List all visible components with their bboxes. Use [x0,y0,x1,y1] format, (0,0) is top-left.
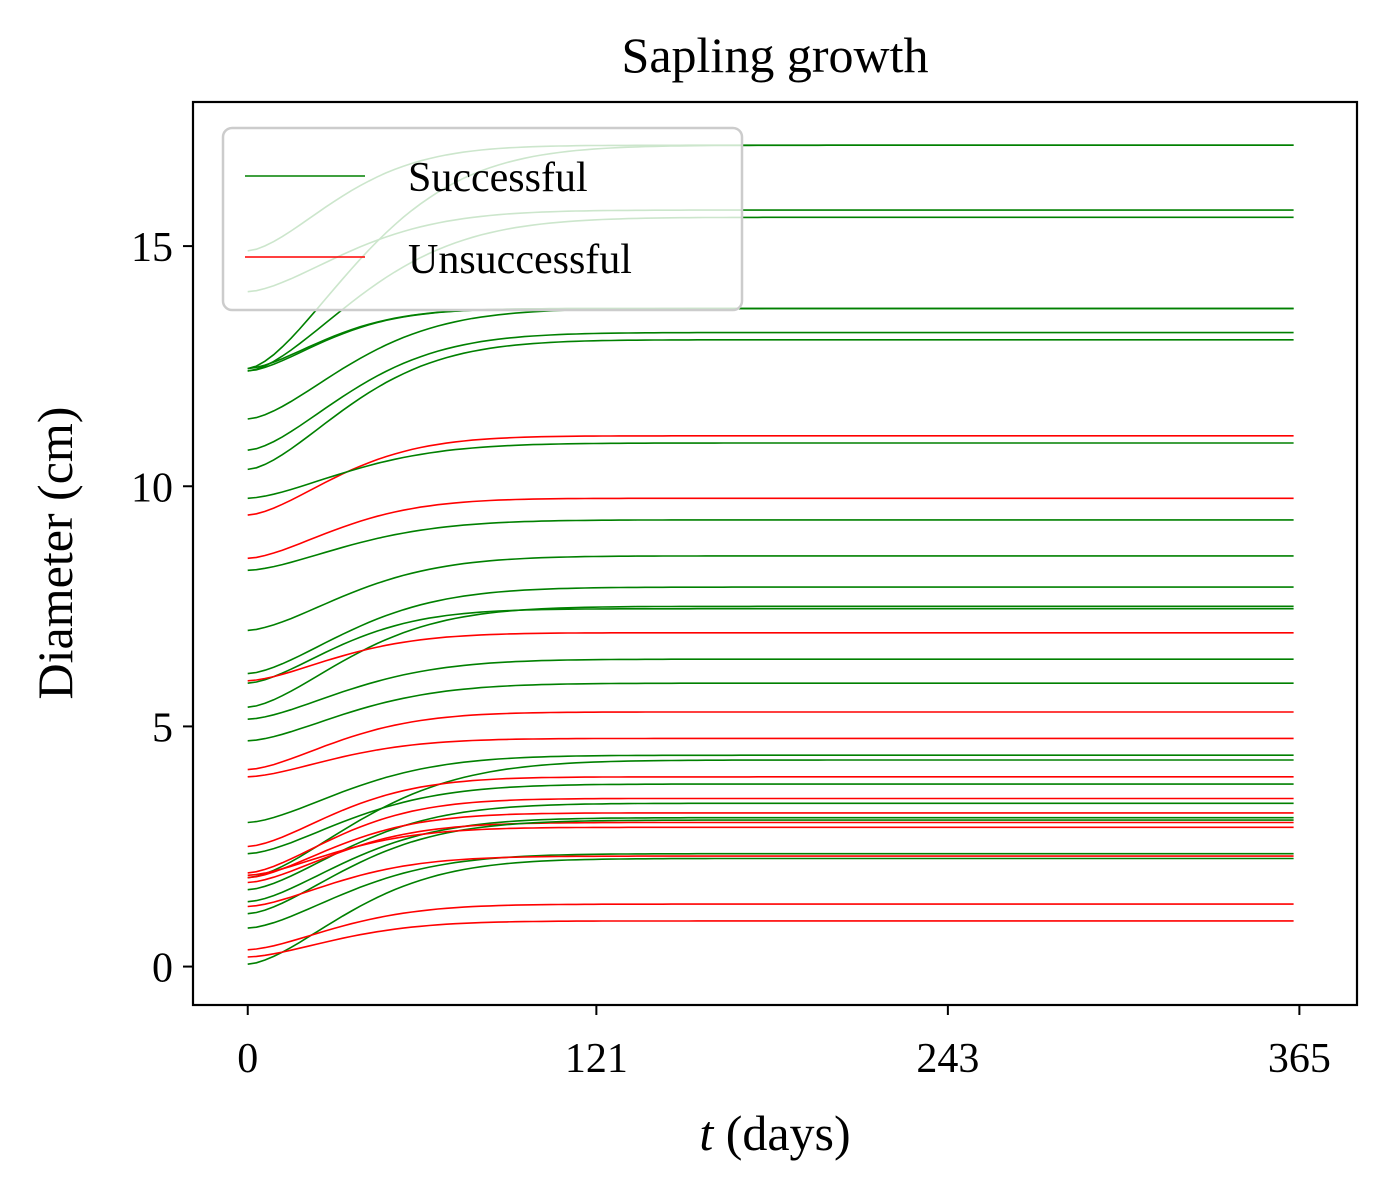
series-line-successful-17 [247,607,1294,684]
series-line-unsuccessful-29 [247,812,1294,879]
series-line-unsuccessful-38 [247,920,1294,958]
y-tick-label: 0 [152,946,173,992]
legend-label-unsuccessful: Unsuccessful [408,237,632,283]
series-line-unsuccessful-22 [247,737,1294,778]
y-tick-label: 15 [131,225,173,271]
y-tick-label: 10 [131,465,173,511]
series-line-successful-8 [247,331,1294,451]
x-tick-label: 121 [565,1036,628,1082]
series-line-unsuccessful-25 [247,776,1294,848]
x-axis-label: t (days) [699,1105,850,1161]
series-line-successful-23 [247,754,1294,824]
series-line-successful-14 [247,555,1294,632]
series-line-successful-9 [247,339,1294,471]
series-line-unsuccessful-31 [247,821,1294,884]
chart-title: Sapling growth [622,27,929,83]
series-line-successful-34 [247,852,1294,929]
series-line-unsuccessful-10 [247,435,1294,516]
series-line-unsuccessful-35 [247,855,1294,908]
series-line-unsuccessful-27 [247,797,1294,874]
series-line-successful-11 [247,442,1294,500]
legend-label-successful: Successful [408,155,588,201]
x-axis-label-unit: (days) [713,1105,850,1161]
series-line-unsuccessful-21 [247,711,1294,771]
x-tick-label: 0 [237,1036,258,1082]
series-line-successful-24 [247,759,1294,879]
series-line-successful-13 [247,519,1294,572]
series-line-unsuccessful-37 [247,903,1294,951]
x-tick-label: 243 [916,1036,979,1082]
legend-box [221,126,744,312]
series-line-successful-16 [247,605,1294,708]
series-line-successful-19 [247,658,1294,720]
series-line-successful-7 [247,307,1294,420]
plot-frame [191,100,1359,1007]
legend: Successful Unsuccessful [221,126,744,312]
x-tick-label: 365 [1268,1036,1331,1082]
y-axis-label: Diameter (cm) [27,407,83,700]
series-line-successful-26 [247,783,1294,855]
series-line-successful-20 [247,682,1294,742]
series-line-successful-28 [247,802,1294,891]
series-line-successful-32 [247,819,1294,915]
series-line-successful-15 [247,586,1294,675]
series-line-successful-36 [247,857,1294,965]
series-line-unsuccessful-33 [247,826,1294,877]
x-axis-ticks: 0 121 243 365 [237,1005,1331,1082]
x-axis-label-variable: t [699,1105,714,1161]
y-tick-label: 5 [152,705,173,751]
series-line-unsuccessful-12 [247,497,1294,560]
y-axis-ticks: 0 5 10 15 [131,225,193,992]
series-line-unsuccessful-18 [247,632,1294,682]
